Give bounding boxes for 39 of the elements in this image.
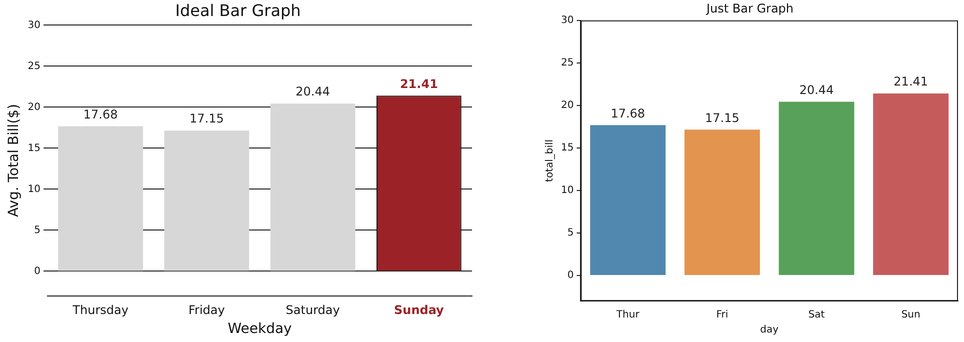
x-tick-label: Thursday <box>72 303 128 318</box>
x-tick-label: Thur <box>615 310 640 321</box>
x-tick-label: Saturday <box>286 303 340 318</box>
y-tick-label: 0 <box>567 270 574 282</box>
data-label: 20.44 <box>799 82 834 97</box>
x-tick-label: Fri <box>716 310 728 321</box>
x-tick-label: Friday <box>188 303 225 318</box>
y-tick-label: 20 <box>560 100 574 112</box>
x-tick-label: Sun <box>901 310 920 321</box>
bar <box>58 126 144 271</box>
data-label: 20.44 <box>296 84 330 99</box>
y-axis-title: Avg. Total Bill($) <box>6 104 22 218</box>
y-tick-label: 25 <box>560 58 574 69</box>
y-tick-label: 5 <box>567 228 574 239</box>
y-tick-label: 15 <box>560 142 574 154</box>
y-tick-label: 30 <box>28 20 41 31</box>
y-axis-title: total_bill <box>544 139 556 182</box>
data-label: 21.41 <box>400 76 438 91</box>
y-tick-label: 10 <box>28 184 41 195</box>
y-tick-label: 5 <box>34 224 41 236</box>
chart-title: Ideal Bar Graph <box>175 0 301 20</box>
data-label: 17.68 <box>83 107 118 122</box>
y-tick-label: 20 <box>28 102 41 113</box>
data-label: 17.68 <box>610 106 646 120</box>
data-label: 17.15 <box>190 112 224 126</box>
bar <box>270 104 356 271</box>
y-tick-label: 25 <box>28 60 41 72</box>
data-label: 21.41 <box>894 74 928 89</box>
x-tick-label: Sat <box>808 310 825 321</box>
y-tick-label: 30 <box>560 14 574 26</box>
x-axis-title: day <box>760 324 779 336</box>
x-axis-title: Weekday <box>228 321 292 338</box>
x-tick-label: Sunday <box>394 303 444 318</box>
chart-title: Just Bar Graph <box>705 1 794 16</box>
y-tick-label: 0 <box>34 266 41 277</box>
bar <box>164 130 250 271</box>
y-tick-label: 15 <box>28 142 41 154</box>
y-tick-label: 10 <box>560 185 574 196</box>
data-label: 17.15 <box>705 110 740 125</box>
